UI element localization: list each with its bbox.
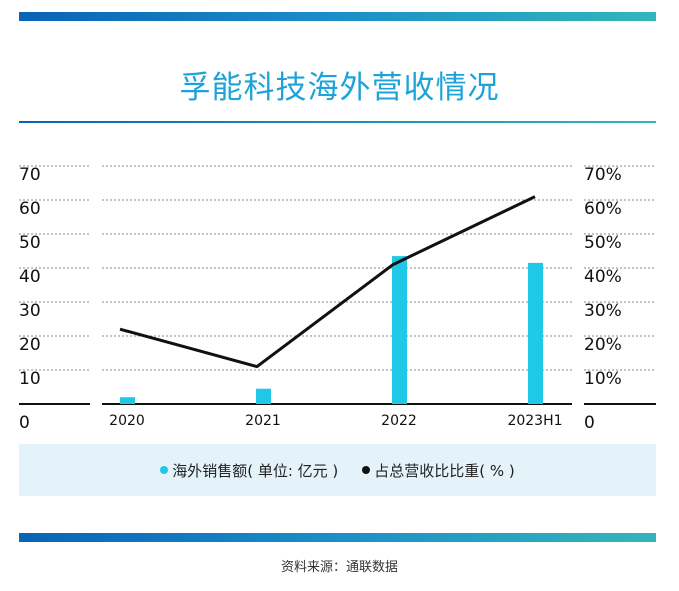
chart-canvas: 0 10 20 30 40 50 60 70 0 10% 20% 30% 40% 50% 60% 70% 2… xyxy=(19,165,656,433)
chart-title: 孚能科技海外营收情况 xyxy=(179,70,500,106)
bar-2023H1 xyxy=(528,262,543,404)
legend-bar-label: 海外销售额( 单位: 亿元 ) xyxy=(172,461,339,480)
gridlines xyxy=(19,165,656,405)
x-tick-label: 2022 xyxy=(381,413,417,429)
right-tick-label: 0 xyxy=(584,413,595,433)
bar-2021 xyxy=(256,388,271,404)
left-tick-label: 30 xyxy=(19,301,41,321)
legend-bar-dot-icon xyxy=(160,466,169,474)
top-accent-bar xyxy=(19,12,656,21)
bar-2022 xyxy=(392,256,407,404)
right-tick-label: 30% xyxy=(584,301,622,321)
left-tick-label: 0 xyxy=(19,413,30,433)
source-note: 资料来源：通联数据 xyxy=(280,560,398,575)
left-tick-label: 70 xyxy=(19,165,41,185)
x-tick-label: 2021 xyxy=(245,413,281,429)
bottom-accent-bar xyxy=(19,533,656,542)
x-axis-labels: 2020 2021 2022 2023H1 xyxy=(109,413,562,429)
left-tick-label: 20 xyxy=(19,335,41,355)
legend-line-dot-icon xyxy=(362,466,371,474)
right-tick-label: 60% xyxy=(584,199,622,219)
left-tick-label: 60 xyxy=(19,199,41,219)
right-tick-label: 40% xyxy=(584,267,622,287)
bar-2020 xyxy=(120,397,135,404)
legend: 海外销售额( 单位: 亿元 ) 占总营收比比重( % ) xyxy=(19,444,656,496)
left-tick-label: 40 xyxy=(19,267,41,287)
right-tick-label: 20% xyxy=(584,335,622,355)
left-axis-ticks: 0 10 20 30 40 50 60 70 xyxy=(19,165,41,433)
right-tick-label: 50% xyxy=(584,233,622,253)
line-series xyxy=(119,195,536,369)
legend-bar-item: 海外销售额( 单位: 亿元 ) xyxy=(160,460,338,481)
right-axis-ticks: 0 10% 20% 30% 40% 50% 60% 70% xyxy=(584,165,622,433)
line-share-of-revenue xyxy=(119,195,536,369)
x-tick-label: 2023H1 xyxy=(507,413,562,429)
title-rule xyxy=(19,121,656,123)
left-tick-label: 10 xyxy=(19,369,41,389)
legend-line-label: 占总营收比比重( % ) xyxy=(374,461,515,480)
x-tick-label: 2020 xyxy=(109,413,145,429)
right-tick-label: 70% xyxy=(584,165,622,185)
bar-series xyxy=(120,256,543,404)
legend-line-item: 占总营收比比重( % ) xyxy=(362,460,515,481)
left-tick-label: 50 xyxy=(19,233,41,253)
right-tick-label: 10% xyxy=(584,369,622,389)
